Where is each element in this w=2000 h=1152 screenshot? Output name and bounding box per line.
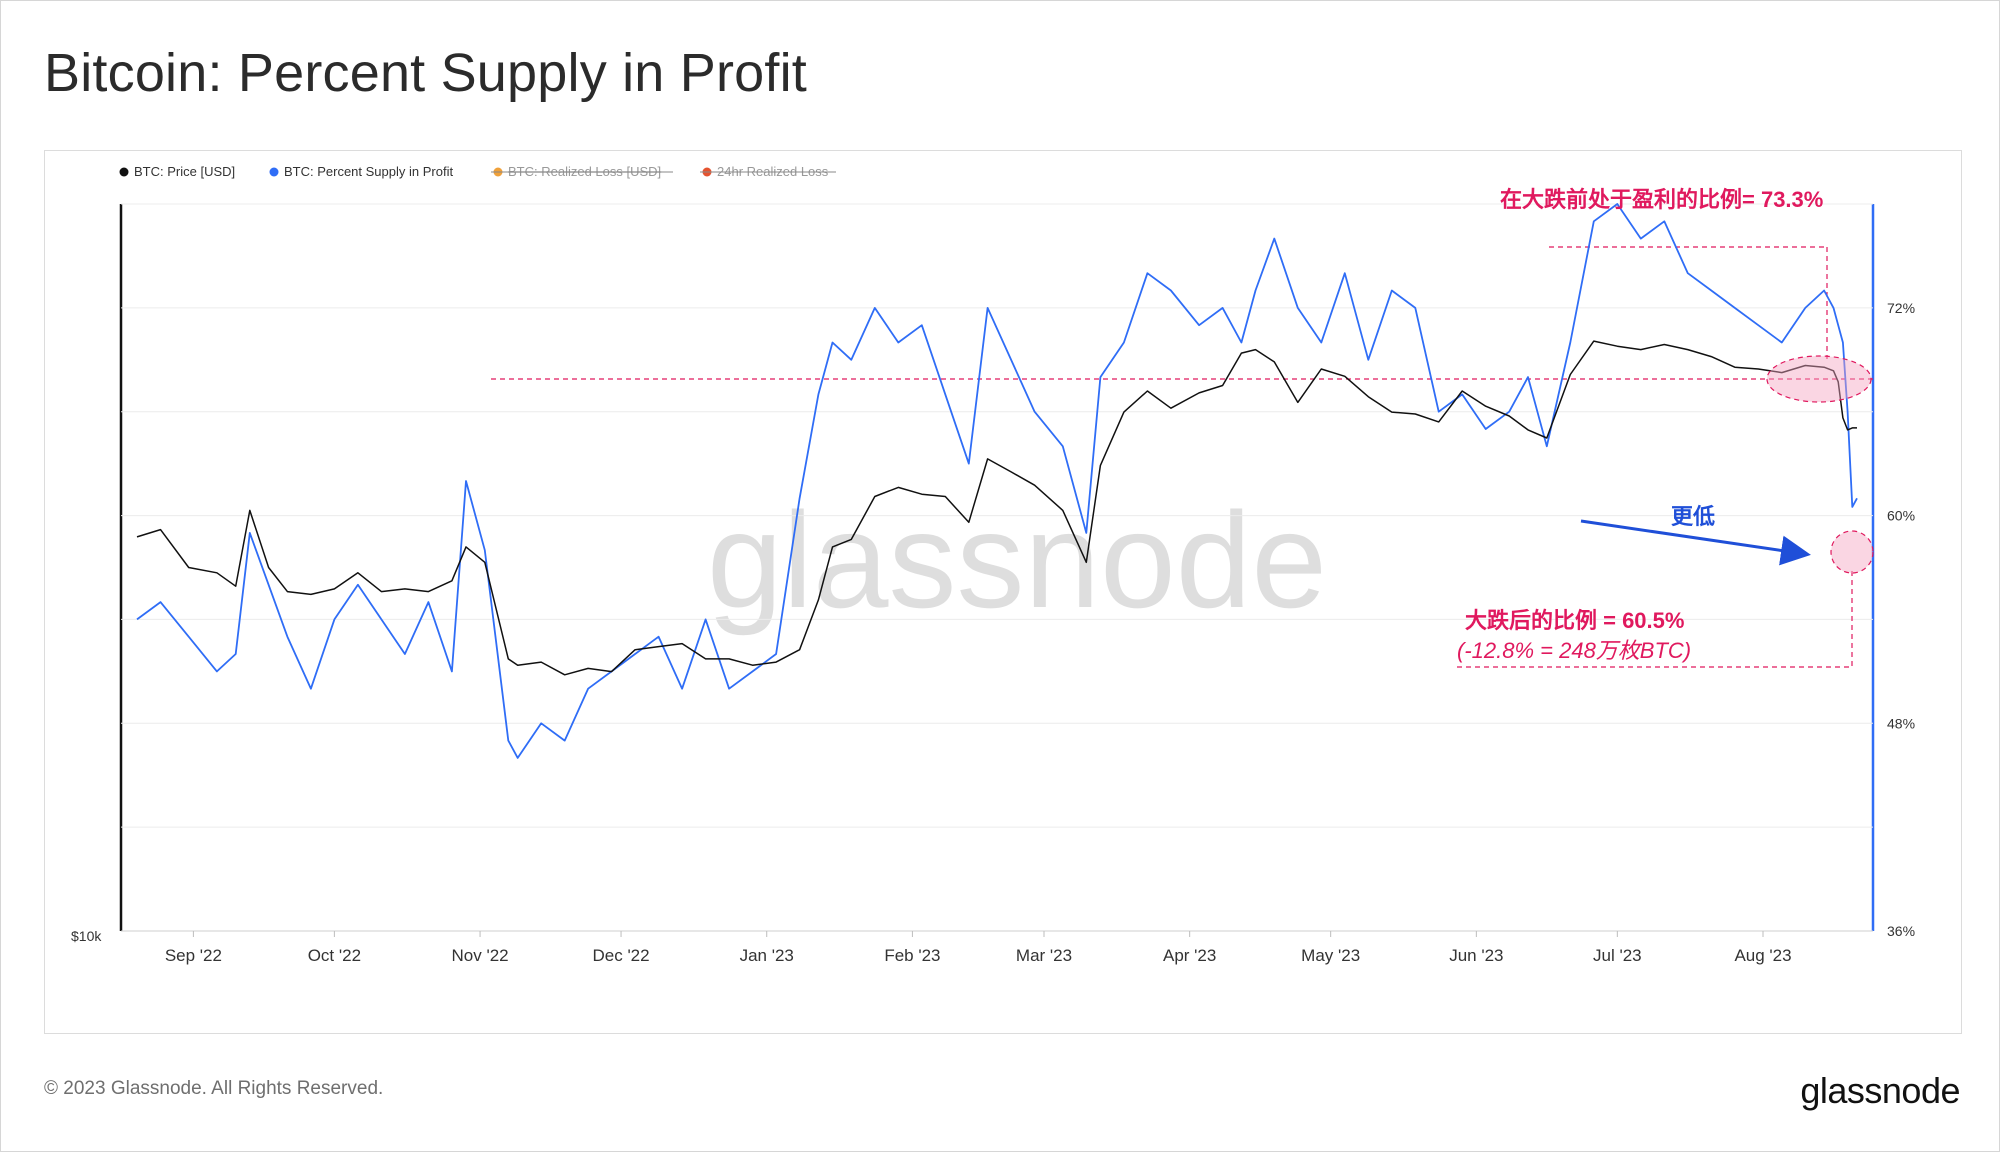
legend-marker-supply xyxy=(269,167,279,177)
pre-drop-highlight xyxy=(1766,355,1872,403)
legend-label-supply: BTC: Percent Supply in Profit xyxy=(284,164,453,179)
x-tick-label: Feb '23 xyxy=(884,946,940,965)
legend-label-price: BTC: Price [USD] xyxy=(134,164,235,179)
chart-watermark: glassnode xyxy=(707,484,1327,636)
x-tick-label: Dec '22 xyxy=(592,946,649,965)
x-tick-label: Jul '23 xyxy=(1593,946,1642,965)
annotation-post-drop-detail: (-12.8% = 248万枚BTC) xyxy=(1457,638,1691,663)
x-tick-label: Sep '22 xyxy=(165,946,222,965)
legend-item-supply-in-profit[interactable]: BTC: Percent Supply in Profit xyxy=(269,164,454,179)
post-drop-highlight xyxy=(1830,530,1874,574)
x-tick-label: Mar '23 xyxy=(1016,946,1072,965)
y-tick-label: 36% xyxy=(1887,923,1915,939)
x-tick-label: Oct '22 xyxy=(308,946,361,965)
x-tick-label: Jan '23 xyxy=(740,946,794,965)
left-axis-label: $10k xyxy=(71,928,102,944)
legend-item-24hr-realized-loss[interactable]: 24hr Realized Loss xyxy=(700,164,836,179)
annotation-post-drop: 大跌后的比例 = 60.5% xyxy=(1465,608,1684,633)
btc-price-line xyxy=(136,340,1857,676)
page-title: Bitcoin: Percent Supply in Profit xyxy=(44,43,807,103)
x-tick-label: May '23 xyxy=(1301,946,1360,965)
annotation-pre-drop: 在大跌前处于盈利的比例= 73.3% xyxy=(1500,187,1823,212)
annotation-lower: 更低 xyxy=(1671,504,1715,529)
y-tick-label: 48% xyxy=(1887,715,1915,731)
lower-arrow xyxy=(1580,519,1811,566)
y-axis-ticks: 36% 48% 60% 72% xyxy=(1887,300,1915,939)
gridlines xyxy=(121,203,1873,828)
x-tick-label: Nov '22 xyxy=(452,946,509,965)
supply-in-profit-line xyxy=(136,203,1858,759)
y-tick-label: 72% xyxy=(1887,300,1915,316)
x-axis-ticks: Sep '22 Oct '22 Nov '22 Dec '22 Jan '23 Feb '… xyxy=(165,931,1792,965)
x-tick-label: Apr '23 xyxy=(1163,946,1216,965)
footer-copyright: © 2023 Glassnode. All Rights Reserved. xyxy=(44,1078,384,1099)
chart-legend: BTC: Price [USD] BTC: Percent Supply in … xyxy=(119,164,836,179)
chart-panel: glassnode BTC: Price [USD] BTC: Percent … xyxy=(44,150,1962,1034)
footer-logo[interactable]: glassnode xyxy=(1800,1070,1960,1111)
legend-item-price[interactable]: BTC: Price [USD] xyxy=(119,164,236,179)
x-tick-label: Jun '23 xyxy=(1449,946,1503,965)
x-tick-label: Aug '23 xyxy=(1734,946,1791,965)
y-tick-label: 60% xyxy=(1887,508,1915,524)
legend-marker-price xyxy=(119,167,129,177)
chart-svg: glassnode BTC: Price [USD] BTC: Percent … xyxy=(71,164,1915,965)
annotation-guides xyxy=(491,246,1873,668)
legend-item-realized-loss[interactable]: BTC: Realized Loss [USD] xyxy=(491,164,673,179)
